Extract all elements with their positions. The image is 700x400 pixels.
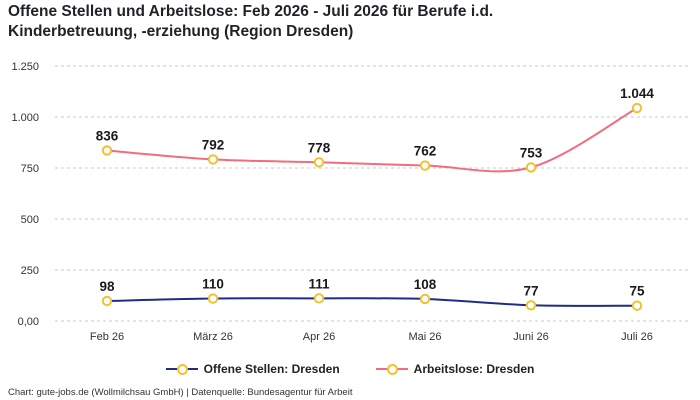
series-line-offene-stellen bbox=[106, 297, 638, 307]
legend-item-offene-stellen[interactable]: Offene Stellen: Dresden bbox=[165, 362, 340, 376]
data-labels: 98 110 111 108 77 75 836 792 778 762 753 1.044 bbox=[96, 86, 655, 299]
data-point[interactable] bbox=[101, 145, 113, 156]
legend-marker-offene-stellen bbox=[176, 364, 188, 375]
data-point[interactable] bbox=[525, 300, 537, 311]
data-label: 75 bbox=[629, 284, 645, 299]
data-point[interactable] bbox=[207, 293, 219, 304]
data-point[interactable] bbox=[207, 154, 219, 165]
legend-swatch-offene-stellen bbox=[165, 363, 198, 375]
data-label: 792 bbox=[202, 137, 225, 152]
data-point[interactable] bbox=[313, 157, 325, 168]
x-tick-label: Feb 26 bbox=[90, 331, 124, 343]
data-point[interactable] bbox=[631, 300, 643, 311]
chart-title-line-2: Kinderbetreuung, -erziehung (Region Dres… bbox=[8, 23, 354, 40]
x-tick-label: Juli 26 bbox=[621, 331, 653, 343]
data-label: 77 bbox=[523, 283, 538, 298]
series-lines bbox=[106, 107, 638, 307]
data-label: 111 bbox=[308, 276, 330, 291]
data-label: 762 bbox=[414, 144, 437, 159]
data-label: 108 bbox=[414, 277, 437, 292]
data-point[interactable] bbox=[525, 162, 537, 173]
y-axis-tick-labels: 0,00 250 500 750 1.000 1.250 bbox=[11, 61, 39, 328]
series-line-arbeitslose bbox=[106, 107, 638, 173]
series-markers bbox=[101, 102, 643, 311]
data-label: 98 bbox=[99, 279, 115, 294]
data-label: 110 bbox=[202, 277, 224, 292]
y-tick-label: 0,00 bbox=[18, 316, 39, 328]
y-tick-label: 1.000 bbox=[11, 112, 39, 124]
data-point[interactable] bbox=[419, 160, 431, 171]
y-tick-label: 250 bbox=[21, 265, 39, 277]
y-tick-label: 750 bbox=[21, 163, 39, 175]
chart-title: Offene Stellen und Arbeitslose: Feb 2026… bbox=[8, 2, 628, 42]
legend-label-offene-stellen: Offene Stellen: Dresden bbox=[203, 362, 340, 376]
data-label: 1.044 bbox=[620, 86, 654, 101]
x-axis-tick-labels: Feb 26 März 26 Apr 26 Mai 26 Juni 26 Juli 26 bbox=[90, 331, 653, 343]
data-label: 778 bbox=[308, 140, 331, 155]
data-point[interactable] bbox=[313, 293, 325, 304]
x-tick-label: Mai 26 bbox=[408, 331, 441, 343]
y-tick-label: 500 bbox=[21, 214, 39, 226]
legend-item-arbeitslose[interactable]: Arbeitslose: Dresden bbox=[375, 362, 535, 376]
data-point[interactable] bbox=[631, 102, 643, 114]
data-label: 753 bbox=[520, 145, 543, 160]
x-tick-label: Apr 26 bbox=[303, 331, 335, 343]
data-point[interactable] bbox=[101, 295, 113, 307]
x-tick-label: Juni 26 bbox=[513, 331, 548, 343]
legend-marker-arbeitslose bbox=[386, 364, 398, 375]
source-note: Chart: gute-jobs.de (Wollmilchsau GmbH) … bbox=[8, 387, 353, 398]
y-tick-label: 1.250 bbox=[11, 61, 39, 73]
data-label: 836 bbox=[96, 128, 119, 143]
x-tick-label: März 26 bbox=[193, 331, 233, 343]
gridlines bbox=[55, 65, 688, 322]
data-point[interactable] bbox=[419, 293, 431, 305]
legend-label-arbeitslose: Arbeitslose: Dresden bbox=[413, 362, 535, 376]
chart-title-line-1: Offene Stellen und Arbeitslose: Feb 2026… bbox=[8, 3, 494, 20]
legend-swatch-arbeitslose bbox=[375, 363, 408, 375]
legend: Offene Stellen: Dresden Arbeitslose: Dre… bbox=[0, 362, 700, 376]
